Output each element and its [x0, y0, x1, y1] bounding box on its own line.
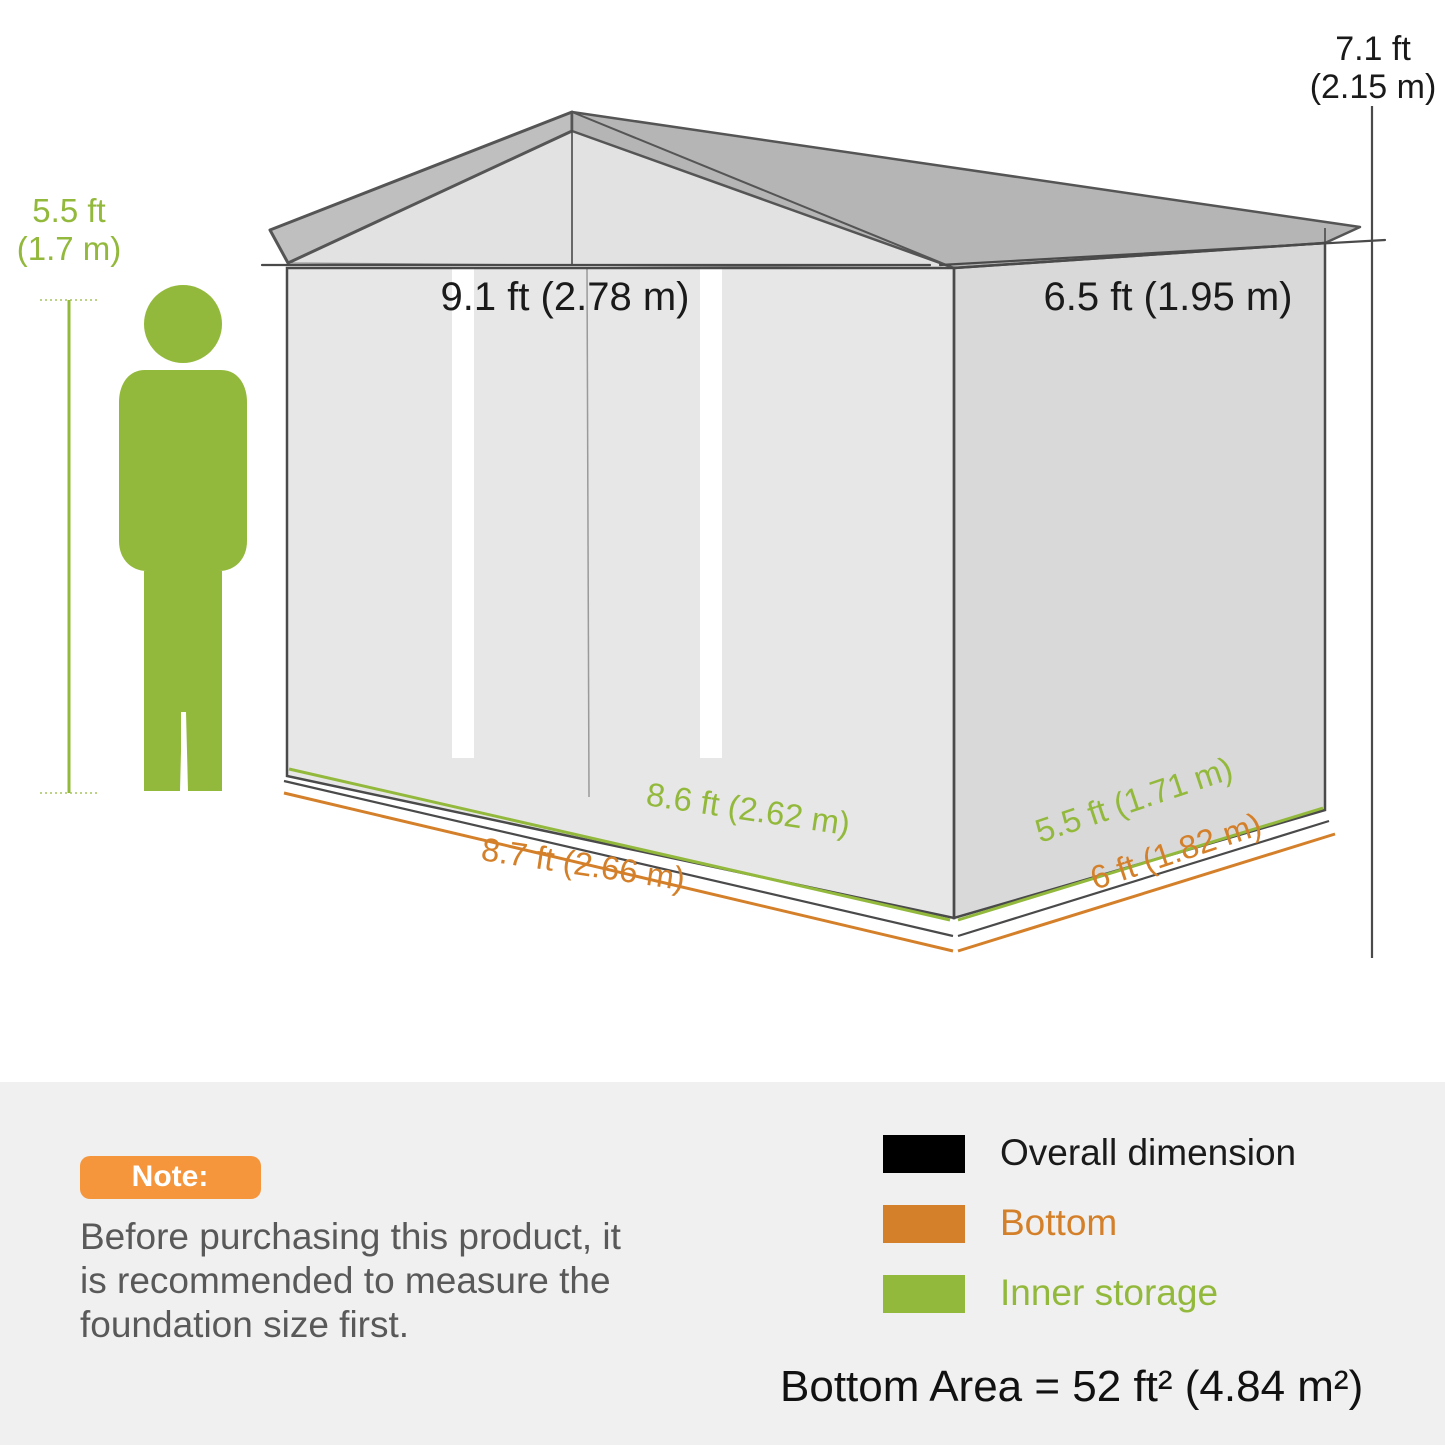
- svg-text:7.1 ft: 7.1 ft: [1335, 30, 1411, 68]
- svg-text:6.5 ft (1.95 m): 6.5 ft (1.95 m): [1044, 275, 1293, 319]
- svg-text:Bottom Area = 52 ft² (4.84 m²): Bottom Area = 52 ft² (4.84 m²): [780, 1362, 1363, 1411]
- svg-text:Note:: Note:: [132, 1160, 209, 1193]
- svg-text:Bottom: Bottom: [1000, 1202, 1117, 1243]
- svg-text:Inner storage: Inner storage: [1000, 1272, 1218, 1313]
- svg-text:(2.15 m): (2.15 m): [1310, 68, 1437, 106]
- svg-text:Before purchasing this product: Before purchasing this product, it: [80, 1216, 622, 1257]
- svg-text:Overall dimension: Overall dimension: [1000, 1132, 1296, 1173]
- svg-text:5.5 ft: 5.5 ft: [32, 192, 105, 229]
- svg-text:(1.7 m): (1.7 m): [17, 230, 122, 267]
- svg-text:foundation size first.: foundation size first.: [80, 1304, 409, 1345]
- svg-text:9.1 ft (2.78 m): 9.1 ft (2.78 m): [441, 275, 690, 319]
- svg-text:is recommended to measure the: is recommended to measure the: [80, 1260, 611, 1301]
